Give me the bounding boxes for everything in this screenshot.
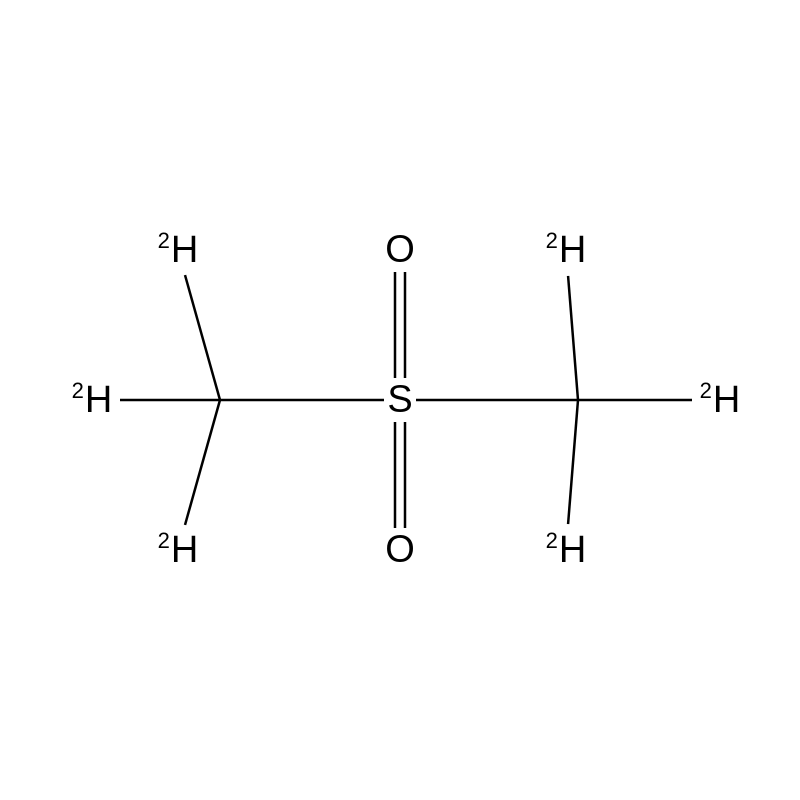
isotope-sup: 2	[546, 528, 558, 553]
atom-oxygen-bottom: O	[385, 529, 415, 572]
atom-oxygen-top: O	[385, 229, 415, 272]
molecule-diagram: S O O 2H 2H 2H 2H 2H 2H	[0, 0, 800, 800]
isotope-sup: 2	[158, 228, 170, 253]
atom-base: H	[559, 229, 586, 271]
atom-deuterium-4: 2H	[546, 228, 587, 272]
atom-base: H	[171, 229, 198, 271]
atom-deuterium-3: 2H	[72, 378, 113, 422]
atom-base: H	[171, 529, 198, 571]
atom-deuterium-2: 2H	[158, 528, 199, 572]
isotope-sup: 2	[158, 528, 170, 553]
atom-deuterium-6: 2H	[700, 378, 741, 422]
atom-base: H	[713, 379, 740, 421]
atom-deuterium-5: 2H	[546, 528, 587, 572]
atom-base: H	[85, 379, 112, 421]
isotope-sup: 2	[546, 228, 558, 253]
isotope-sup: 2	[72, 378, 84, 403]
atom-sulfur: S	[387, 379, 412, 422]
atom-deuterium-1: 2H	[158, 228, 199, 272]
isotope-sup: 2	[700, 378, 712, 403]
atom-base: H	[559, 529, 586, 571]
